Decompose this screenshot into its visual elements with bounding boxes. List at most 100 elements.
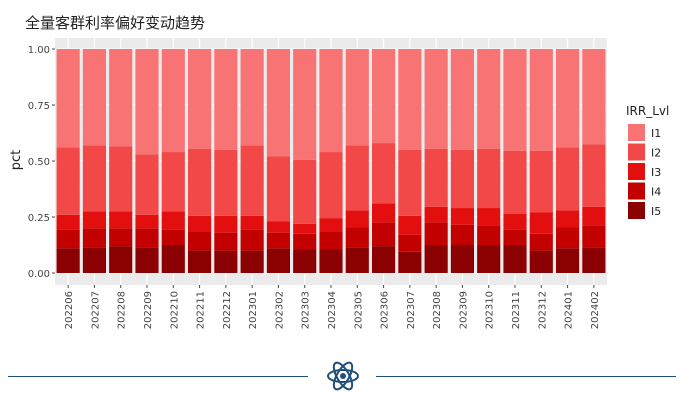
bar-segment-i1	[424, 49, 448, 149]
x-tick-label: 202208	[117, 291, 128, 329]
bar-segment-i4	[293, 233, 317, 250]
bar-segment-i5	[109, 246, 133, 273]
bar-segment-i5	[477, 245, 501, 273]
bar-segment-i2	[214, 149, 238, 216]
bar-segment-i5	[266, 248, 290, 273]
x-tick-label: 202306	[380, 291, 391, 329]
bar-segment-i5	[582, 247, 606, 273]
bar-segment-i5	[161, 245, 185, 273]
bar-segment-i3	[82, 211, 106, 229]
y-tick-label: 0.00	[28, 269, 50, 280]
bar-segment-i4	[188, 231, 212, 251]
bar-segment-i1	[188, 49, 212, 149]
bar-segment-i4	[372, 222, 396, 247]
bar-segment-i2	[372, 143, 396, 204]
stacked-bar-chart: 全量客群利率偏好变动趋势 0.00 0.25 0.50 0.75 1.00 202206…	[9, 14, 669, 329]
bar-segment-i5	[424, 245, 448, 273]
legend-swatch-i3	[628, 163, 645, 180]
bar-segment-i4	[109, 228, 133, 247]
bar-segment-i4	[214, 232, 238, 251]
y-tick-label: 0.25	[28, 213, 50, 224]
bar-segment-i2	[109, 146, 133, 212]
legend-label-i3: I3	[651, 166, 661, 179]
bar-segment-i2	[188, 148, 212, 216]
bar-segment-i1	[214, 49, 238, 150]
bar-segment-i4	[266, 232, 290, 249]
bar-segment-i4	[319, 231, 343, 250]
bar-segment-i4	[424, 222, 448, 245]
bar-segment-i5	[82, 247, 106, 273]
bar-segment-i1	[345, 49, 369, 146]
bar-segment-i2	[240, 145, 264, 216]
bar-segment-i3	[161, 211, 185, 230]
bar-segment-i5	[450, 245, 474, 273]
bar-segment-i5	[319, 249, 343, 273]
bar-segment-i2	[293, 159, 317, 224]
bar-segment-i3	[56, 214, 80, 230]
bar-segment-i1	[266, 49, 290, 157]
bar-segment-i4	[556, 227, 580, 249]
bar-segment-i5	[503, 245, 527, 273]
legend-label-i5: I5	[651, 205, 661, 218]
bar-segment-i3	[293, 223, 317, 234]
bar-segment-i3	[345, 210, 369, 228]
bar-segment-i1	[135, 49, 159, 155]
bar-segment-i2	[477, 148, 501, 209]
bar-segment-i3	[214, 215, 238, 233]
y-tick-label: 1.00	[28, 45, 50, 56]
bar-segment-i3	[477, 208, 501, 226]
bar-segment-i5	[372, 246, 396, 273]
x-tick-label: 202212	[222, 291, 233, 329]
bar-segment-i5	[293, 249, 317, 273]
bar-segment-i4	[161, 229, 185, 245]
legend-swatch-i1	[628, 124, 645, 141]
bar-segment-i1	[503, 49, 527, 151]
bar-segment-i3	[266, 221, 290, 233]
bar-segment-i5	[240, 250, 264, 273]
bar-segment-i5	[529, 250, 553, 273]
bar-segment-i2	[424, 148, 448, 207]
bar-segment-i3	[450, 208, 474, 225]
bar-segment-i2	[82, 145, 106, 212]
bar-segment-i2	[582, 144, 606, 207]
bar-segment-i3	[398, 215, 422, 235]
bar-segment-i1	[161, 49, 185, 153]
bar-segment-i4	[240, 229, 264, 251]
x-tick-label: 202402	[590, 291, 601, 329]
bar-segment-i1	[56, 49, 80, 148]
x-tick-label: 202305	[353, 291, 364, 329]
bar-segment-i4	[135, 228, 159, 248]
bar-segment-i1	[556, 49, 580, 148]
footer-divider-left	[8, 376, 308, 377]
x-tick-label: 202209	[143, 291, 154, 329]
bar-segment-i2	[266, 156, 290, 222]
x-tick-label: 202207	[90, 291, 101, 329]
bar-segment-i5	[398, 251, 422, 273]
bar-segment-i3	[582, 206, 606, 226]
bar-segment-i2	[556, 147, 580, 211]
x-tick-label: 202210	[169, 291, 180, 329]
bar-segment-i3	[240, 215, 264, 230]
x-tick-label: 202312	[537, 291, 548, 329]
x-tick-label: 202310	[485, 291, 496, 329]
bar-segment-i3	[556, 210, 580, 228]
x-tick-label: 202307	[406, 291, 417, 329]
legend-label-i2: I2	[651, 147, 661, 160]
bar-segment-i5	[188, 250, 212, 273]
x-tick-label: 202206	[64, 291, 75, 329]
x-tick-label: 202401	[564, 291, 575, 329]
bars	[56, 49, 606, 273]
bar-segment-i1	[82, 49, 106, 146]
legend-swatch-i4	[628, 182, 645, 200]
x-tick-label: 202304	[327, 291, 338, 329]
bar-segment-i2	[319, 152, 343, 219]
bar-segment-i4	[477, 225, 501, 245]
x-tick-label: 202302	[274, 291, 285, 329]
bar-segment-i4	[529, 233, 553, 251]
bar-segment-i3	[424, 206, 448, 223]
bar-segment-i3	[109, 211, 133, 229]
legend: IRR_Lvl I1 I2 I3 I4 I5	[626, 104, 669, 219]
x-tick-label: 202308	[432, 291, 443, 329]
bar-segment-i1	[450, 49, 474, 150]
x-tick-label: 202211	[196, 291, 207, 329]
